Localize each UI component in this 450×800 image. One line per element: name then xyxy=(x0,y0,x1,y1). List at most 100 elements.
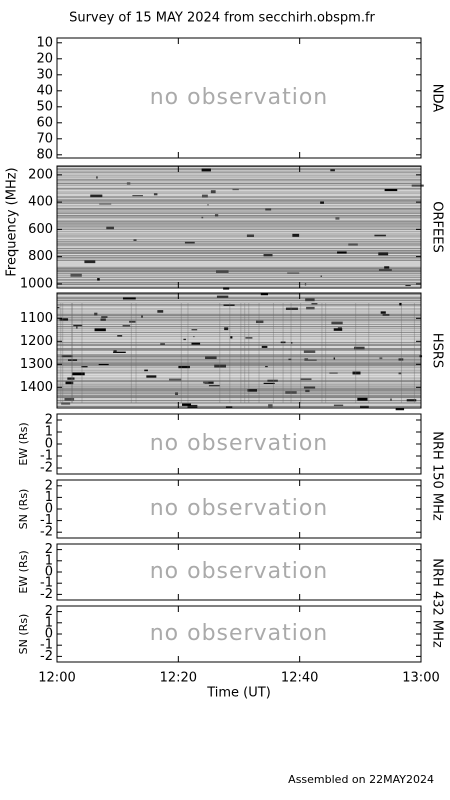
y-tick-label: 0 xyxy=(45,502,53,517)
spectrogram-row xyxy=(57,312,421,313)
y-tick-label: 1000 xyxy=(20,276,53,291)
spectrogram-speck xyxy=(214,364,227,368)
spectrogram-speck xyxy=(175,392,179,396)
spectrogram-speck xyxy=(100,318,106,321)
spectrogram-speck xyxy=(267,379,278,382)
spectrogram-texture xyxy=(57,293,423,411)
spectrogram-row xyxy=(57,376,421,377)
spectrogram-speck xyxy=(203,381,209,384)
spectrogram-row xyxy=(57,212,421,213)
spectrogram-speck xyxy=(153,193,158,196)
spectrogram-speck xyxy=(182,403,192,406)
spectrogram-row xyxy=(57,269,421,270)
spectrogram-speck xyxy=(357,397,368,401)
spectrogram-row xyxy=(57,219,421,220)
spectrogram-row xyxy=(57,169,421,170)
spectrogram-row xyxy=(57,207,421,208)
spectrogram-row xyxy=(57,303,421,304)
spectrogram-row xyxy=(57,380,421,381)
spectrogram-column xyxy=(135,303,137,403)
spectrogram-speck xyxy=(280,341,286,344)
y-tick-label: -2 xyxy=(40,649,53,664)
spectrogram-row xyxy=(57,211,421,212)
spectrogram-speck xyxy=(288,358,292,361)
spectrogram-speck xyxy=(57,307,60,309)
spectrogram-speck xyxy=(160,343,165,345)
spectrogram-speck xyxy=(117,335,123,337)
spectrogram-speck xyxy=(320,275,322,277)
spectrogram-row xyxy=(57,243,421,244)
spectrogram-row xyxy=(57,296,421,297)
spectrogram-row xyxy=(57,234,421,235)
spectrogram-row xyxy=(57,306,421,307)
y-tick-label: 20 xyxy=(36,51,53,66)
spectrogram-row xyxy=(57,365,421,366)
spectrogram-row xyxy=(57,167,421,168)
spectrogram-row xyxy=(57,265,421,266)
spectrogram-row xyxy=(57,322,421,323)
spectrogram-speck xyxy=(106,226,114,230)
spectrogram-row xyxy=(57,218,421,219)
spectrogram-speck xyxy=(292,233,300,237)
spectrogram-row xyxy=(57,189,421,190)
spectrogram-speck xyxy=(113,350,117,353)
spectrogram-row xyxy=(57,397,421,398)
spectrogram-row xyxy=(57,331,421,332)
spectrogram-speck xyxy=(330,169,335,172)
spectrogram-row xyxy=(57,281,421,282)
spectrogram-row xyxy=(57,339,421,340)
spectrogram-row xyxy=(57,215,421,216)
spectrogram-row xyxy=(57,221,421,222)
spectrogram-speck xyxy=(144,369,148,372)
y-tick-label: -2 xyxy=(40,461,53,476)
spectrogram-speck xyxy=(411,184,424,187)
spectrogram-row xyxy=(57,192,421,193)
spectrogram-row xyxy=(57,248,421,249)
spectrogram-column xyxy=(400,303,402,403)
spectrogram-row xyxy=(57,251,421,252)
spectrogram-row xyxy=(57,202,421,203)
spectrogram-row xyxy=(57,259,421,260)
spectrogram-speck xyxy=(304,358,309,361)
spectrogram-row xyxy=(57,394,421,395)
spectrogram-speck xyxy=(263,382,275,384)
spectrogram-row xyxy=(57,256,421,257)
spectrogram-row xyxy=(57,405,421,406)
spectrogram-row xyxy=(57,299,421,300)
spectrogram-speck xyxy=(204,381,214,384)
spectrogram-row xyxy=(57,274,421,275)
spectrogram-row xyxy=(57,382,421,383)
y-tick-label: 800 xyxy=(28,249,53,264)
panel-frame xyxy=(56,37,422,159)
spectrogram-speck xyxy=(399,302,402,306)
spectrogram-row xyxy=(57,210,421,211)
spectrogram-row xyxy=(57,286,421,287)
spectrogram-speck xyxy=(81,366,88,368)
spectrogram-row xyxy=(57,336,421,337)
y-tick-label: 2 xyxy=(45,478,53,493)
spectrogram-row xyxy=(57,208,421,209)
spectrogram-speck xyxy=(261,345,268,348)
spectrogram-row xyxy=(57,199,421,200)
spectrogram-row xyxy=(57,275,421,276)
spectrogram-row xyxy=(57,295,421,296)
spectrogram-speck xyxy=(395,407,405,411)
spectrogram-column xyxy=(258,303,260,403)
spectrogram-speck xyxy=(354,346,365,350)
spectrogram-column xyxy=(81,303,83,403)
x-tick-label: 12:20 xyxy=(160,671,197,686)
y-tick-label: 50 xyxy=(36,99,53,114)
spectrogram-row xyxy=(57,319,421,320)
spectrogram-speck xyxy=(265,208,272,211)
no-observation-note: no observation xyxy=(150,431,329,456)
spectrogram-row xyxy=(57,227,421,228)
spectrogram-row xyxy=(57,316,421,317)
spectrogram-speck xyxy=(122,324,131,327)
spectrogram-speck xyxy=(335,217,340,220)
spectrogram-row xyxy=(57,318,421,319)
y-tick-label: 1 xyxy=(45,490,53,505)
spectrogram-column xyxy=(321,303,323,403)
spectrogram-row xyxy=(57,345,421,346)
spectrogram-row xyxy=(57,197,421,198)
spectrogram-column xyxy=(290,303,292,403)
